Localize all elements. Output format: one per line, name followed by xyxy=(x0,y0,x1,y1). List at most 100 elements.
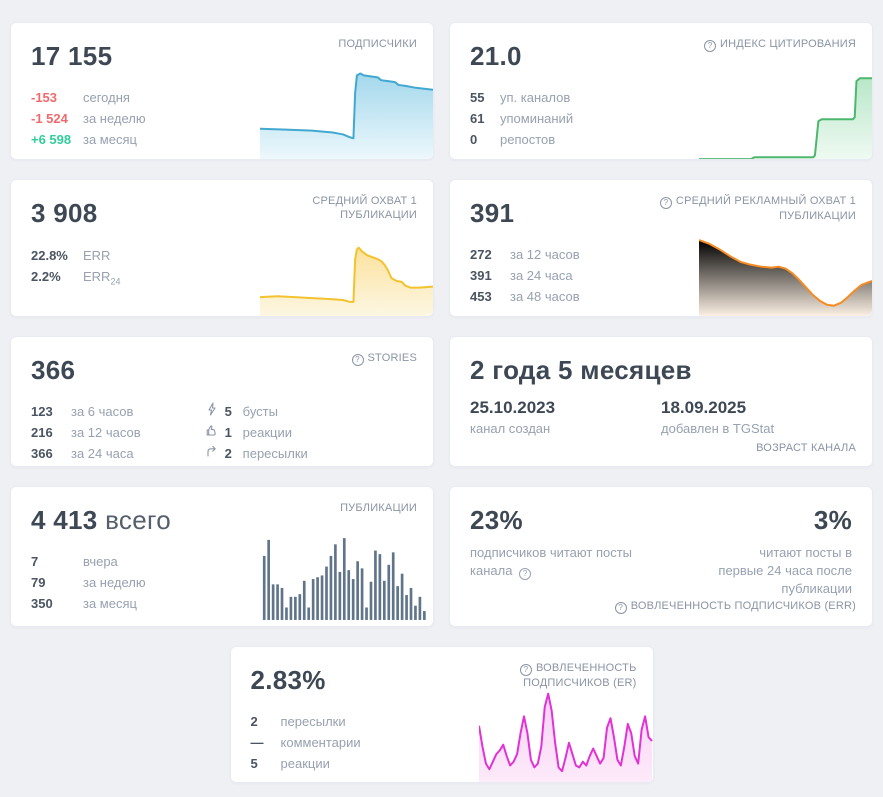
ad-reach-48h-value: 453 xyxy=(470,289,492,304)
boost-icon xyxy=(205,402,225,416)
help-icon[interactable]: ? xyxy=(614,602,627,614)
stories-boosts-row: 5 бусты xyxy=(205,401,308,422)
ad-reach-12h-row: 272 за 12 часов xyxy=(470,244,852,265)
citation-channels-value: 55 xyxy=(470,90,485,105)
publications-week-label: за неделю xyxy=(83,575,146,590)
subscribers-sparkline-chart xyxy=(259,64,433,159)
channel-added-block: 18.09.2025 добавлен в TGStat xyxy=(661,398,852,436)
citation-channels-row: 55 уп. каналов xyxy=(470,87,852,108)
subscribers-card-title: ПОДПИСЧИКИ xyxy=(338,38,417,50)
er-comments-label: комментарии xyxy=(280,735,361,750)
stories-total: 366 xyxy=(31,355,76,385)
stats-grid: ПОДПИСЧИКИ 17 155 -153 сегодня -1 524 за… xyxy=(10,22,873,627)
er-forwards-value: 2 xyxy=(250,714,258,729)
ad-reach-48h-row: 453 за 48 часов xyxy=(470,286,852,307)
help-icon[interactable]: ? xyxy=(659,197,672,209)
err-label: ERR xyxy=(83,248,111,263)
ad-reach-24h-label: за 24 часа xyxy=(510,268,573,283)
publications-card-title: ПУБЛИКАЦИИ xyxy=(340,502,417,514)
stories-engagement-rows: 5 бусты 1 реакции 2 пересылки xyxy=(205,401,308,464)
channel-created-date: 25.10.2023 xyxy=(470,398,556,417)
publications-yesterday-value: 7 xyxy=(31,554,39,569)
channel-added-label: добавлен в TGStat xyxy=(661,421,775,436)
publications-week-row: 79 за неделю xyxy=(31,572,413,593)
er-card-title: ? ВОВЛЕЧЕННОСТЬ ПОДПИСЧИКОВ (ER) xyxy=(462,661,637,690)
stories-time-rows: 123 за 6 часов 216 за 12 часов 366 за 24… xyxy=(31,401,141,464)
publications-bar-chart xyxy=(262,531,427,620)
err-row: 22.8% ERR xyxy=(31,245,413,266)
stories-reactions-value: 1 xyxy=(224,425,232,440)
channel-age-card-title: ВОЗРАСТ КАНАЛА xyxy=(756,442,856,454)
ad-reach-48h-label: за 48 часов xyxy=(510,289,580,304)
avg-reach-card-title: СРЕДНИЙ ОХВАТ 1 ПУБЛИКАЦИИ xyxy=(312,195,417,221)
channel-created-label: канал создан xyxy=(470,421,551,436)
er-reactions-row: 5 реакции xyxy=(251,753,633,774)
er-value: 2.83% xyxy=(250,665,326,695)
stories-forwards-row: 2 пересылки xyxy=(205,443,308,464)
help-icon[interactable]: ? xyxy=(519,568,532,580)
subscribers-month-label: за месяц xyxy=(83,132,137,147)
publications-total: 4 413 всего xyxy=(31,505,171,535)
stories-reactions-row: 1 реакции xyxy=(205,422,308,443)
ad-reach-12h-value: 272 xyxy=(470,247,492,262)
ad-reach-sparkline-chart xyxy=(698,221,872,316)
publications-yesterday-label: вчера xyxy=(83,554,118,569)
stories-6h-row: 123 за 6 часов xyxy=(31,401,141,422)
subscribers-week-value: -1 524 xyxy=(31,111,68,126)
publications-card: ПУБЛИКАЦИИ 4 413 всего 7 вчера 79 за нед… xyxy=(10,486,434,627)
citation-mentions-value: 61 xyxy=(470,111,485,126)
reaction-icon xyxy=(205,423,225,437)
citation-channels-label: уп. каналов xyxy=(500,90,571,105)
channel-created-block: 25.10.2023 канал создан xyxy=(470,398,661,436)
stories-forwards-value: 2 xyxy=(224,446,232,461)
stories-reactions-label: реакции xyxy=(242,425,293,440)
ad-reach-value: 391 xyxy=(470,198,515,228)
bottom-row: ? ВОВЛЕЧЕННОСТЬ ПОДПИСЧИКОВ (ER) 2.83% 2 … xyxy=(0,646,883,783)
stories-12h-label: за 12 часов xyxy=(71,425,141,440)
avg-reach-card: СРЕДНИЙ ОХВАТ 1 ПУБЛИКАЦИИ 3 908 22.8% E… xyxy=(10,179,434,317)
stories-forwards-label: пересылки xyxy=(242,446,308,461)
ad-reach-24h-row: 391 за 24 часа xyxy=(470,265,852,286)
citation-index-card: ? ИНДЕКС ЦИТИРОВАНИЯ 21.0 55 уп. каналов … xyxy=(449,22,873,160)
er-comments-value: — xyxy=(250,735,264,750)
stories-card: ? STORIES 366 123 за 6 часов 216 за 12 ча… xyxy=(10,336,434,467)
channel-added-date: 18.09.2025 xyxy=(661,398,747,417)
subscribers-month-value: +6 598 xyxy=(31,132,72,147)
err-read-block: 23% подписчиков читают посты канала ? xyxy=(470,503,660,598)
err-read-value: 23% xyxy=(470,505,523,535)
citation-mentions-row: 61 упоминаний xyxy=(470,108,852,129)
stories-24h-label: за 24 часа xyxy=(71,446,134,461)
er-reactions-value: 5 xyxy=(250,756,258,771)
ad-reach-24h-value: 391 xyxy=(470,268,492,283)
stories-6h-label: за 6 часов xyxy=(71,404,134,419)
subscribers-week-row: -1 524 за неделю xyxy=(31,108,413,129)
subscribers-card: ПОДПИСЧИКИ 17 155 -153 сегодня -1 524 за… xyxy=(10,22,434,160)
err24-row: 2.2% ERR24 xyxy=(31,266,413,293)
err-card: 23% подписчиков читают посты канала ? 3%… xyxy=(449,486,873,627)
err-read-label: подписчиков читают посты канала ? xyxy=(470,545,633,580)
help-icon[interactable]: ? xyxy=(704,40,717,52)
subscribers-total: 17 155 xyxy=(31,41,113,71)
subscribers-today-label: сегодня xyxy=(83,90,130,105)
err24-label: ERR24 xyxy=(83,269,121,287)
err-24h-value: 3% xyxy=(813,505,852,535)
citation-reposts-row: 0 репостов xyxy=(470,129,852,150)
help-icon[interactable]: ? xyxy=(351,354,364,366)
er-card: ? ВОВЛЕЧЕННОСТЬ ПОДПИСЧИКОВ (ER) 2.83% 2 … xyxy=(229,646,654,783)
avg-reach-sparkline-chart xyxy=(259,221,433,316)
err-card-title: ? ВОВЛЕЧЕННОСТЬ ПОДПИСЧИКОВ (ERR) xyxy=(614,600,856,614)
err24-value: 2.2% xyxy=(31,269,61,284)
ad-reach-card-title: ? СРЕДНИЙ РЕКЛАМНЫЙ ОХВАТ 1 ПУБЛИКАЦИИ xyxy=(656,194,856,223)
stories-12h-value: 216 xyxy=(31,425,53,440)
stories-boosts-value: 5 xyxy=(224,404,232,419)
stories-6h-value: 123 xyxy=(31,404,53,419)
er-forwards-row: 2 пересылки xyxy=(251,711,633,732)
ad-reach-12h-label: за 12 часов xyxy=(510,247,580,262)
citation-index-value: 21.0 xyxy=(470,41,522,71)
avg-reach-value: 3 908 xyxy=(31,198,98,228)
publications-total-suffix: всего xyxy=(105,505,171,535)
publications-yesterday-row: 7 вчера xyxy=(31,551,413,572)
publications-month-label: за месяц xyxy=(83,596,137,611)
subscribers-month-row: +6 598 за месяц xyxy=(31,129,413,150)
citation-reposts-label: репостов xyxy=(500,132,556,147)
